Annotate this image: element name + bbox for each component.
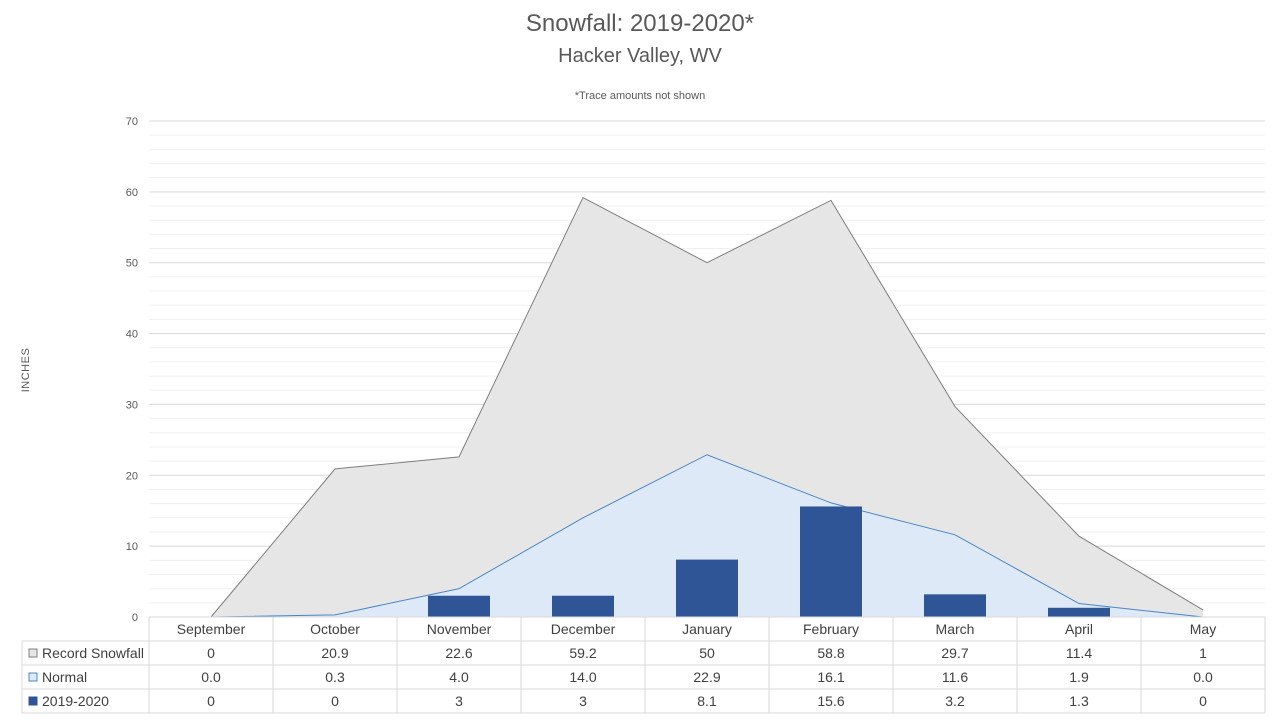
- bar-january: [676, 559, 738, 617]
- data-label-record-snowfall: 58.8: [817, 645, 844, 661]
- area-normal: [211, 454, 1203, 617]
- bar-layer: [428, 506, 1110, 617]
- x-tick-label: May: [1190, 621, 1216, 637]
- y-tick-label: 50: [126, 258, 138, 270]
- y-tick-label: 70: [126, 116, 138, 128]
- x-tick-label: March: [936, 621, 975, 637]
- y-tick-label: 30: [126, 399, 138, 411]
- data-label-normal: 22.9: [693, 669, 720, 685]
- data-label-2019-2020: 15.6: [817, 693, 844, 709]
- legend-key-record-snowfall: [28, 648, 38, 658]
- data-label-2019-2020: 0: [1199, 693, 1207, 709]
- area-outline-normal: [210, 454, 1204, 618]
- x-tick-label: November: [427, 621, 492, 637]
- y-tick-label: 40: [126, 329, 138, 341]
- data-label-record-snowfall: 11.4: [1066, 645, 1092, 661]
- x-tick-label: April: [1065, 621, 1093, 637]
- axis-layer: 0 10 20 30 40 50 60 70: [126, 116, 138, 624]
- x-tick-label: December: [551, 621, 616, 637]
- data-label-record-snowfall: 0: [207, 645, 215, 661]
- legend-entry-record-snowfall: Record Snowfall: [42, 645, 144, 661]
- bar-november: [428, 595, 490, 617]
- data-label-2019-2020: 0: [207, 693, 215, 709]
- data-label-normal: 0.0: [1193, 669, 1213, 685]
- data-label-record-snowfall: 22.6: [445, 645, 472, 661]
- data-label-2019-2020: 3: [455, 693, 463, 709]
- x-tick-label: October: [310, 621, 360, 637]
- data-label-normal: 14.0: [569, 669, 596, 685]
- data-label-normal: 16.1: [817, 669, 844, 685]
- area-record-snowfall: [211, 197, 1203, 618]
- data-label-normal: 0.3: [325, 669, 345, 685]
- bar-april: [1048, 607, 1110, 617]
- data-label-2019-2020: 3.2: [945, 693, 965, 709]
- bar-december: [552, 595, 614, 617]
- data-label-record-snowfall: 20.9: [321, 645, 348, 661]
- y-tick-label: 10: [126, 541, 138, 553]
- data-label-normal: 11.6: [942, 669, 968, 685]
- x-tick-label: February: [803, 621, 859, 637]
- bar-february: [800, 506, 862, 617]
- y-tick-label: 0: [132, 612, 138, 624]
- data-label-2019-2020: 1.3: [1069, 693, 1089, 709]
- area-layer: [210, 196, 1204, 618]
- x-tick-label: September: [177, 621, 246, 637]
- data-label-normal: 0.0: [201, 669, 221, 685]
- data-label-normal: 4.0: [449, 669, 469, 685]
- data-label-record-snowfall: 1: [1199, 645, 1207, 661]
- chart-subtitle: Hacker Valley, WV: [558, 45, 722, 67]
- legend-entry-normal: Normal: [42, 669, 87, 685]
- data-label-2019-2020: 0: [331, 693, 339, 709]
- data-label-2019-2020: 8.1: [697, 693, 717, 709]
- legend-key-2019-2020: [28, 696, 38, 706]
- data-table: September October November December January F…: [21, 616, 1266, 714]
- bar-march: [924, 594, 986, 617]
- data-label-2019-2020: 3: [579, 693, 587, 709]
- y-tick-label: 60: [126, 187, 138, 199]
- data-label-record-snowfall: 59.2: [569, 645, 596, 661]
- data-label-normal: 1.9: [1069, 669, 1089, 685]
- legend-entry-2019-2020: 2019-2020: [42, 693, 109, 709]
- chart-annotation: *Trace amounts not shown: [574, 90, 706, 102]
- legend-key-normal: [28, 672, 38, 682]
- y-tick-label: 20: [126, 470, 138, 482]
- x-tick-label: January: [682, 621, 732, 637]
- data-label-record-snowfall: 29.7: [941, 645, 968, 661]
- chart-title: Snowfall: 2019-2020*: [525, 10, 755, 37]
- area-outline-record-snowfall: [210, 196, 1204, 618]
- data-label-record-snowfall: 50: [699, 645, 715, 661]
